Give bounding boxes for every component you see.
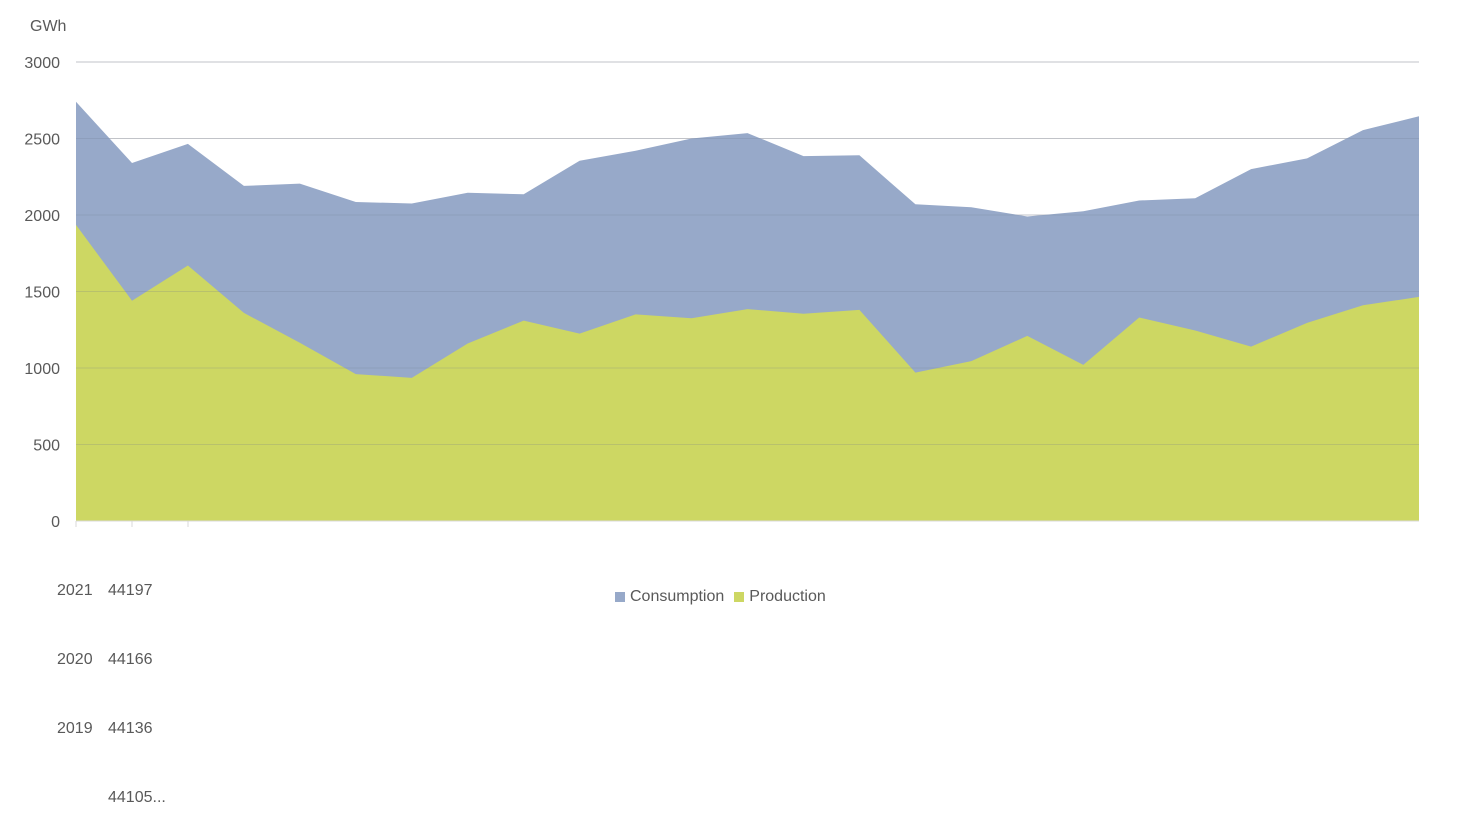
category-label: 2020 <box>57 651 93 668</box>
legend: Consumption Production <box>615 588 826 606</box>
legend-swatch-consumption <box>615 592 625 602</box>
category-label: 44105... <box>108 789 166 806</box>
y-tick-labels: 0 500 1000 1500 2000 2500 3000 <box>24 55 60 531</box>
category-labels-col2: 44197 44166 44136 44105... <box>108 533 166 832</box>
legend-item-consumption: Consumption <box>615 588 724 606</box>
area-production <box>76 224 1419 521</box>
y-tick-label: 1000 <box>24 361 60 378</box>
gridlines-overlay <box>76 61 1419 445</box>
legend-label-production: Production <box>749 588 826 605</box>
category-label: 44166 <box>108 651 153 668</box>
legend-item-production: Production <box>734 588 826 606</box>
y-axis-unit-label: GWh <box>30 18 67 35</box>
y-tick-label: 3000 <box>24 55 60 72</box>
y-tick-label: 0 <box>51 514 60 531</box>
category-label: 2021 <box>57 582 93 599</box>
y-tick-label: 500 <box>33 438 60 455</box>
area-chart: 0 500 1000 1500 2000 2500 3000 <box>24 55 1419 531</box>
series-areas <box>76 101 1419 522</box>
y-tick-label: 2000 <box>24 208 60 225</box>
legend-swatch-production <box>734 592 745 602</box>
category-label: 2019 <box>57 720 93 737</box>
category-label: 44136 <box>108 720 153 737</box>
category-label: 44197 <box>108 582 153 599</box>
y-tick-label: 1500 <box>24 285 60 302</box>
y-tick-label: 2500 <box>24 132 60 149</box>
axes <box>75 520 1419 527</box>
legend-label-consumption: Consumption <box>630 588 725 605</box>
category-labels-col1: 2021 2020 2019 <box>57 533 93 763</box>
